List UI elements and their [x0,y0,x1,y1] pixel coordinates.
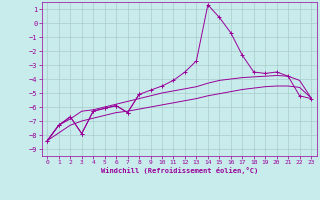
X-axis label: Windchill (Refroidissement éolien,°C): Windchill (Refroidissement éolien,°C) [100,167,258,174]
